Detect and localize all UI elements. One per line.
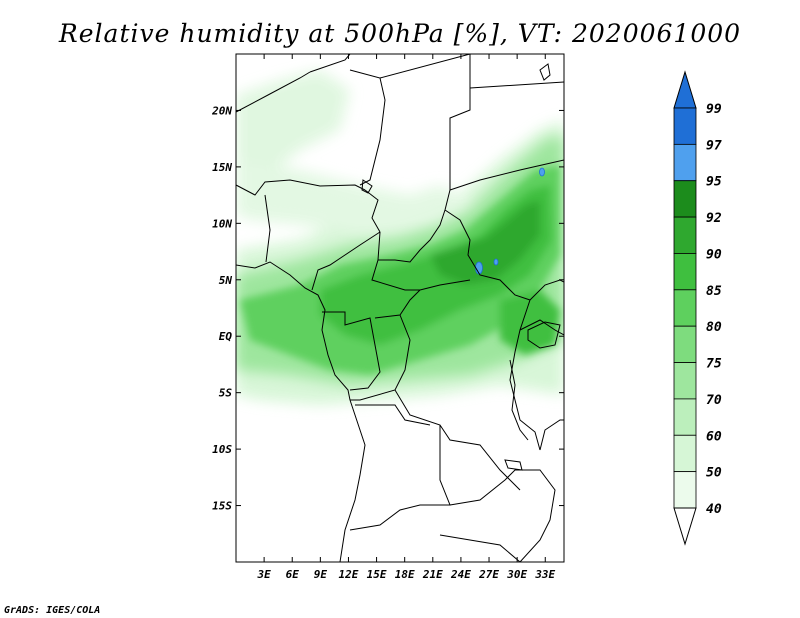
lat-tick-label: 5N: [219, 274, 233, 287]
humidity-region-90: [430, 200, 540, 285]
colorbar-label: 40: [706, 502, 722, 517]
colorbar-label: 75: [706, 357, 722, 372]
colorbar-segment: [673, 253, 697, 291]
lon-tick-label: 21E: [422, 568, 443, 581]
colorbar-segment: [673, 180, 697, 218]
humidity-region-north-40: [236, 160, 480, 235]
colorbar-top-arrow: [673, 70, 697, 109]
colorbar-label: 92: [706, 211, 722, 226]
colorbar-segment: [673, 107, 697, 145]
chart-title: Relative humidity at 500hPa [%], VT: 202…: [58, 19, 741, 48]
colorbar-label: 90: [706, 247, 722, 262]
colorbar-label: 99: [706, 102, 722, 117]
humidity-cell-95: [493, 258, 499, 266]
lon-tick-label: 9E: [314, 568, 328, 581]
colorbar-segment: [673, 325, 697, 363]
humidity-cell-95: [475, 261, 483, 275]
latitude-axis: 20N 15N 10N 5N EQ 5S 10S 15S: [211, 104, 564, 513]
lat-tick-label: 5S: [219, 387, 233, 400]
credit-text: GrADS: IGES/COLA: [4, 605, 100, 616]
lon-tick-label: 30E: [506, 568, 527, 581]
longitude-axis: 3E 6E 9E 12E 15E 18E 21E 24E 27E 30E 33E: [256, 54, 556, 581]
colorbar-segment: [673, 289, 697, 327]
colorbar-segment: [673, 143, 697, 182]
lon-tick-label: 12E: [339, 568, 359, 581]
map-plot-area: 20N 15N 10N 5N EQ 5S 10S 15S 3E 6E 9E 12E 15E 18E 21E…: [211, 53, 565, 581]
map-frame: [235, 53, 565, 563]
colorbar-segment: [673, 471, 697, 509]
humidity-region-90-south: [500, 290, 560, 355]
colorbar-label: 80: [706, 320, 722, 335]
colorbar: 99 97 95 92 90 85 80 75 70 60 50 40: [673, 70, 722, 546]
colorbar-bottom-arrow: [673, 507, 697, 546]
colorbar-label: 95: [706, 175, 722, 190]
colorbar-segment: [673, 398, 697, 436]
lat-tick-label: 10S: [212, 443, 232, 456]
humidity-field: [236, 70, 564, 405]
country-borders: [236, 54, 564, 562]
lon-tick-label: 18E: [395, 568, 415, 581]
lat-tick-label: 10N: [212, 217, 232, 230]
lon-tick-label: 15E: [367, 568, 387, 581]
colorbar-label: 60: [706, 429, 722, 444]
colorbar-segment: [673, 362, 697, 400]
lon-tick-label: 3E: [256, 568, 271, 581]
lat-tick-label: 15S: [212, 500, 232, 513]
colorbar-segment: [673, 216, 697, 254]
lon-tick-label: 27E: [478, 568, 499, 581]
colorbar-label: 97: [706, 138, 722, 153]
humidity-cell-95: [539, 167, 545, 177]
lon-tick-label: 24E: [450, 568, 471, 581]
lat-tick-label: EQ: [219, 330, 233, 343]
lon-tick-label: 33E: [534, 568, 555, 581]
colorbar-label: 70: [706, 393, 722, 408]
colorbar-segment: [673, 434, 697, 473]
colorbar-label: 50: [706, 466, 722, 481]
lon-tick-label: 6E: [286, 568, 300, 581]
colorbar-label: 85: [706, 284, 722, 299]
lat-tick-label: 20N: [211, 104, 232, 117]
lat-tick-label: 15N: [212, 161, 232, 174]
